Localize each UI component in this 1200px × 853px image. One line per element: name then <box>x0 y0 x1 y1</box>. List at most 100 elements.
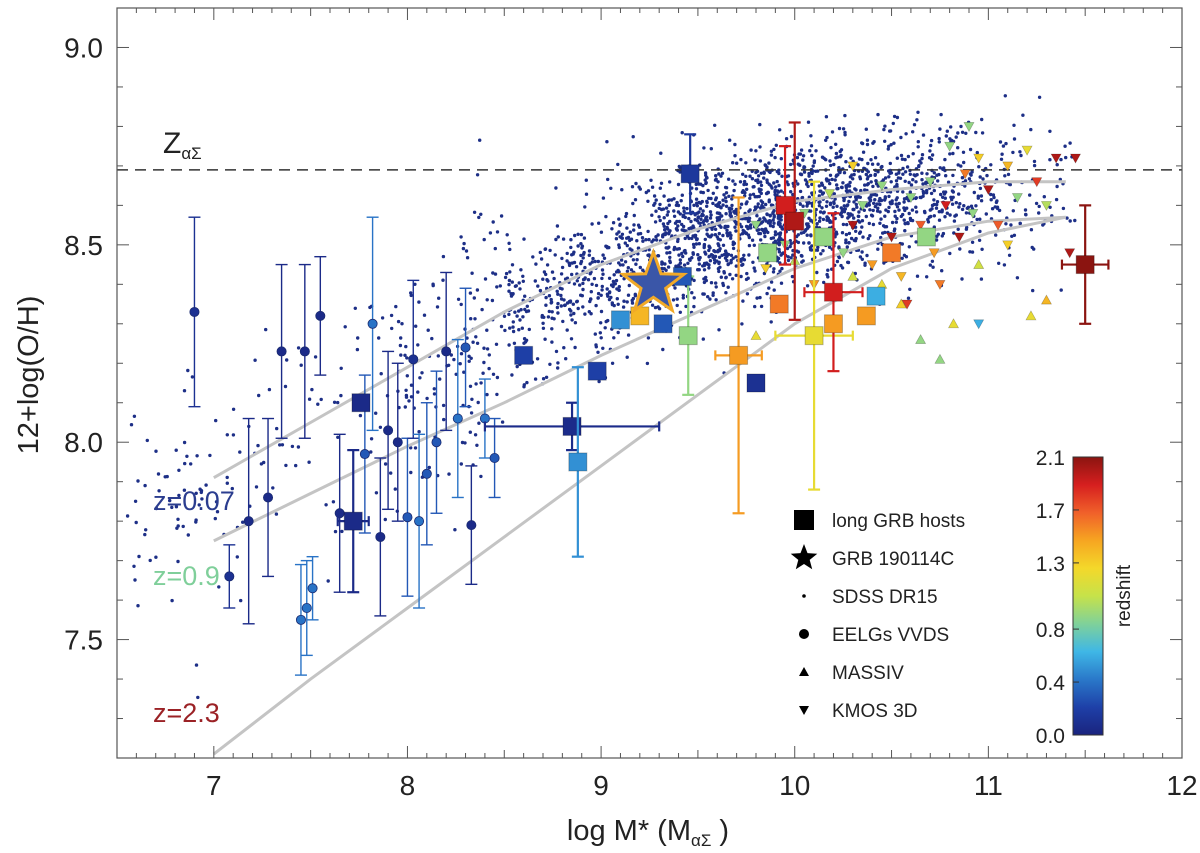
sdss-point <box>185 454 189 458</box>
sdss-point <box>465 256 470 260</box>
sdss-point <box>626 333 631 337</box>
circle-point-15 <box>392 437 403 448</box>
sdss-point <box>962 204 966 208</box>
sdss-point <box>430 336 434 341</box>
sdss-point <box>816 169 820 173</box>
sdss-point <box>556 235 560 239</box>
sdss-point <box>525 304 529 308</box>
sdss-point <box>612 303 616 308</box>
sdss-point <box>757 194 761 199</box>
sdss-point <box>858 255 863 259</box>
sdss-point <box>562 346 566 350</box>
sdss-point <box>194 520 198 524</box>
sdss-point <box>727 177 731 181</box>
sdss-point <box>593 332 597 336</box>
sdss-point <box>688 258 692 262</box>
sdss-point <box>802 170 807 174</box>
sdss-point <box>543 247 548 251</box>
sdss-point <box>597 379 601 384</box>
sdss-point <box>748 193 752 197</box>
sdss-point <box>231 407 236 411</box>
sdss-point <box>278 443 282 447</box>
sdss-point <box>911 152 915 156</box>
sdss-point <box>835 204 839 208</box>
sdss-point <box>894 202 898 206</box>
sdss-point <box>810 191 814 195</box>
sdss-point <box>495 392 499 397</box>
sdss-point <box>802 165 807 169</box>
sdss-point <box>256 443 260 448</box>
sdss-point <box>938 127 942 131</box>
circle-point-22 <box>452 413 463 424</box>
sdss-point <box>682 228 686 233</box>
sdss-point <box>1023 208 1028 212</box>
sdss-point <box>776 256 781 261</box>
sdss-point <box>718 238 722 242</box>
sdss-point <box>847 184 852 188</box>
sdss-point <box>871 141 875 145</box>
sdss-point <box>894 198 898 202</box>
sdss-point <box>742 179 747 184</box>
sdss-point <box>283 384 288 389</box>
sdss-point <box>204 483 208 487</box>
sdss-point <box>475 173 480 177</box>
circle-point-21 <box>441 346 452 357</box>
sdss-point <box>796 162 800 166</box>
sdss-point <box>810 244 814 248</box>
sdss-point <box>978 217 982 221</box>
sdss-point <box>570 318 574 322</box>
sdss-point <box>759 180 763 184</box>
sdss-point <box>310 387 314 392</box>
sdss-point <box>809 219 813 223</box>
sdss-point <box>554 237 558 242</box>
sdss-point <box>663 232 667 237</box>
sdss-point <box>900 256 904 260</box>
sdss-point <box>733 154 737 158</box>
sdss-point <box>799 231 804 235</box>
sdss-point <box>950 189 955 193</box>
sdss-point <box>638 231 643 236</box>
sdss-point <box>720 253 724 257</box>
sdss-point <box>734 229 738 233</box>
sdss-point <box>755 214 759 218</box>
colorbar-tick-label: 2.1 <box>1036 447 1065 470</box>
sdss-point <box>584 178 588 182</box>
sdss-point <box>513 310 517 314</box>
sdss-point <box>559 272 564 276</box>
sdss-point <box>930 153 935 157</box>
sdss-point <box>581 277 586 282</box>
sdss-point <box>943 196 947 200</box>
sdss-point <box>407 399 411 403</box>
square-point-7 <box>610 310 630 330</box>
sdss-point <box>667 203 671 207</box>
sdss-point <box>493 272 498 276</box>
y-tick-label: 9.0 <box>64 32 103 63</box>
sdss-point <box>398 343 403 348</box>
sdss-point <box>519 308 523 312</box>
sdss-point <box>182 488 187 492</box>
sdss-point <box>541 377 546 381</box>
sdss-point <box>608 290 612 294</box>
sdss-point <box>844 185 849 189</box>
sdss-point <box>727 194 731 198</box>
sdss-point <box>856 214 860 218</box>
sdss-point <box>747 216 752 220</box>
sdss-point <box>1042 195 1047 199</box>
sdss-point <box>954 201 958 205</box>
sdss-point <box>970 240 975 244</box>
sdss-point <box>561 319 565 324</box>
sdss-point <box>594 343 598 347</box>
sdss-point <box>560 256 564 261</box>
sdss-point <box>581 256 585 260</box>
sdss-point <box>579 232 584 237</box>
sdss-point <box>541 321 545 325</box>
sdss-point <box>313 355 318 359</box>
triangle-down-point-8 <box>856 201 869 211</box>
sdss-point <box>654 238 659 242</box>
sdss-point <box>819 252 823 256</box>
sdss-point <box>697 268 701 272</box>
sdss-point <box>785 180 789 184</box>
sdss-point <box>817 204 822 208</box>
legend-label: KMOS 3D <box>832 701 918 722</box>
sdss-point <box>786 182 790 187</box>
